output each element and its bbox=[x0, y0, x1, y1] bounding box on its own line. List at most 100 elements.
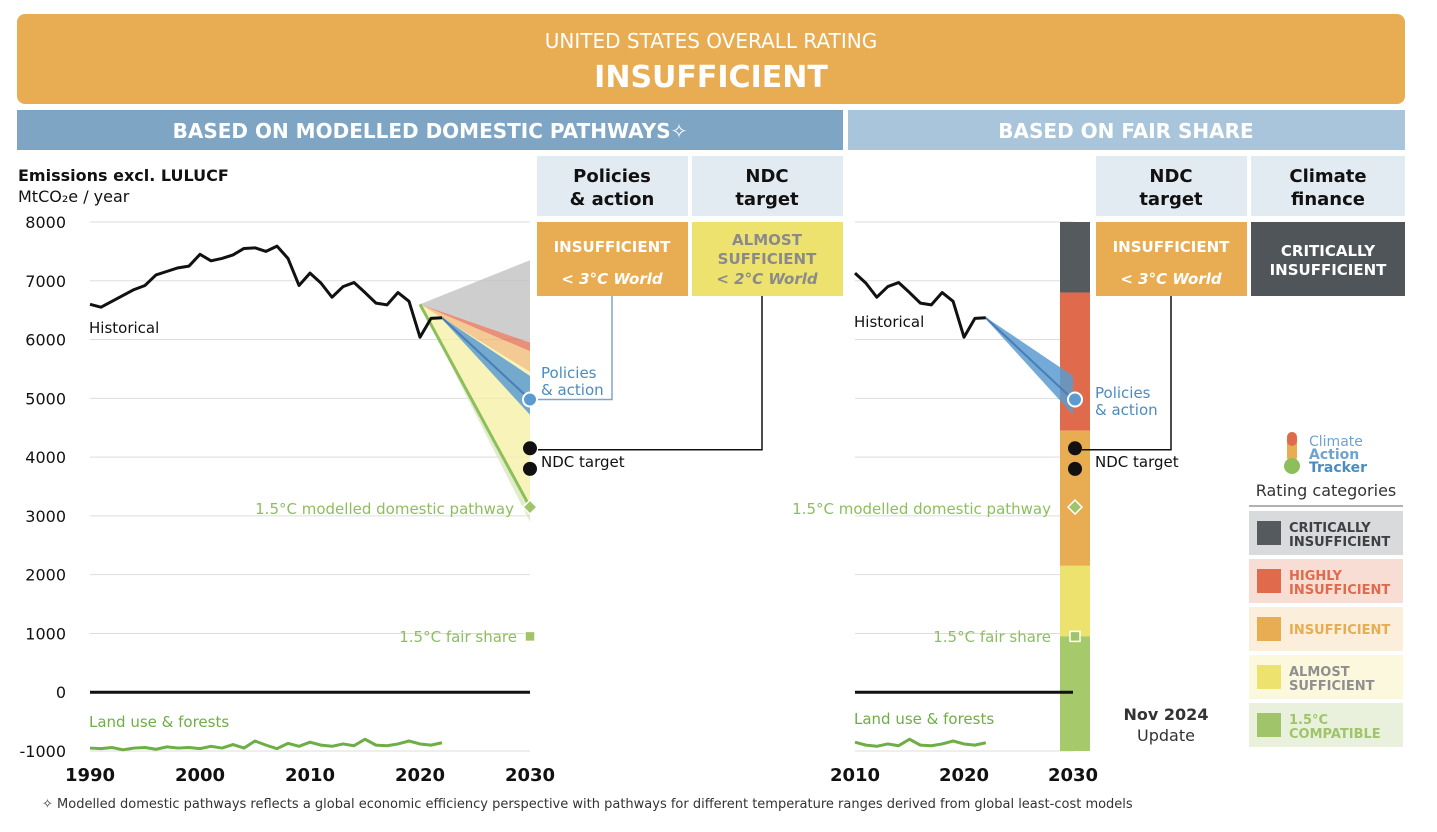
policies-marker-right bbox=[1067, 391, 1083, 408]
section-right-title: BASED ON FAIR SHARE bbox=[998, 119, 1253, 143]
ndc-right-rating: INSUFFICIENT bbox=[1113, 238, 1231, 256]
rating-band-left bbox=[420, 260, 530, 343]
historical-label-left: Historical bbox=[89, 319, 159, 337]
connector-ndc-left bbox=[538, 296, 763, 451]
finance-rating-box bbox=[1251, 222, 1405, 296]
header-subtitle: UNITED STATES OVERALL RATING bbox=[545, 29, 877, 53]
fair-share-segment bbox=[1060, 222, 1090, 293]
policies-header-line1: Policies bbox=[573, 166, 651, 187]
cat-logo-icon bbox=[1284, 432, 1300, 474]
policies-range-left bbox=[442, 317, 530, 415]
x-tick-label-right: 2010 bbox=[830, 765, 880, 786]
logo-text-2: Action bbox=[1309, 447, 1359, 463]
chart-unit: MtCO₂e / year bbox=[18, 187, 130, 206]
historical-line-right bbox=[853, 272, 986, 339]
y-tick-label: 2000 bbox=[25, 566, 66, 585]
policies-central-right bbox=[985, 317, 1074, 401]
x-tick-label-left: 2030 bbox=[505, 765, 555, 786]
pathway-label-right: 1.5°C modelled domestic pathway bbox=[792, 500, 1051, 518]
x-tick-label-right: 2030 bbox=[1048, 765, 1098, 786]
policies-label-left-1: Policies bbox=[541, 364, 597, 382]
x-tick-label-left: 2000 bbox=[175, 765, 225, 786]
axes-layer: 8000 7000 6000 5000 4000 3000 2000 1000 0 -1000 19… bbox=[20, 213, 1099, 786]
ndc-left-rating-box bbox=[692, 222, 843, 296]
policies-header-line2: & action bbox=[570, 189, 655, 210]
finance-rating-line2: INSUFFICIENT bbox=[1270, 261, 1388, 279]
finance-header-box bbox=[1251, 156, 1405, 216]
ndc-left-header-line1: NDC bbox=[745, 166, 788, 187]
ndc-label-left: NDC target bbox=[541, 453, 625, 471]
rating-band-left bbox=[420, 304, 530, 372]
ndc-right-header-line2: target bbox=[1139, 189, 1203, 210]
fair-share-label-right: 1.5°C fair share bbox=[933, 628, 1051, 646]
y-tick-label: 1000 bbox=[25, 624, 66, 643]
ndc-right-header-box bbox=[1096, 156, 1247, 216]
fair-share-label-left: 1.5°C fair share bbox=[399, 628, 517, 646]
policies-rating: INSUFFICIENT bbox=[554, 238, 672, 256]
ndc-label-right: NDC target bbox=[1095, 453, 1179, 471]
fair-share-segment bbox=[1060, 565, 1090, 637]
x-tick-label-left: 2020 bbox=[395, 765, 445, 786]
rating-band-left bbox=[420, 304, 530, 522]
connector-layer bbox=[538, 296, 1172, 451]
section-left-bar bbox=[17, 110, 843, 150]
update-label: Update bbox=[1137, 726, 1195, 745]
y-tick-label: 5000 bbox=[25, 389, 66, 408]
fair-share-segment bbox=[1060, 292, 1090, 431]
pathway-label-left: 1.5°C modelled domestic pathway bbox=[255, 500, 514, 518]
y-tick-label: 0 bbox=[56, 683, 66, 702]
logo-text-1: Climate bbox=[1309, 434, 1363, 450]
chart-title: Emissions excl. LULUCF bbox=[18, 166, 229, 185]
land-use-line-right bbox=[854, 737, 987, 748]
policies-label-left-2: & action bbox=[541, 381, 604, 399]
header-title: INSUFFICIENT bbox=[594, 60, 828, 95]
y-tick-label: 8000 bbox=[25, 213, 66, 232]
finance-rating-line1: CRITICALLY bbox=[1281, 242, 1376, 260]
policies-header-box bbox=[537, 156, 688, 216]
historical-line-left bbox=[89, 244, 443, 339]
policies-marker-left bbox=[522, 391, 538, 408]
connector-ndc-right bbox=[1082, 296, 1172, 451]
ndc-marker-left bbox=[523, 461, 537, 476]
historical-label-right: Historical bbox=[854, 313, 924, 331]
ndc-left-header-line2: target bbox=[735, 189, 799, 210]
section-left-title: BASED ON MODELLED DOMESTIC PATHWAYS✧ bbox=[173, 119, 688, 143]
pathway-line-left bbox=[418, 303, 532, 508]
legend-item-label: 1.5°C bbox=[1289, 713, 1328, 728]
pathway-marker-left bbox=[521, 499, 539, 516]
header-banner bbox=[17, 14, 1405, 104]
legend-item-label: ALMOST bbox=[1289, 665, 1350, 680]
fair-share-marker-right bbox=[1069, 630, 1081, 643]
rating-bands-layer bbox=[418, 222, 1090, 751]
fair-share-marker-left bbox=[524, 630, 536, 643]
pathway-marker-right bbox=[1066, 499, 1084, 516]
legend-item-label: COMPATIBLE bbox=[1289, 727, 1381, 742]
ndc-marker-right bbox=[1068, 461, 1082, 476]
land-use-label-left: Land use & forests bbox=[89, 713, 229, 731]
policies-rating-world: < 3°C World bbox=[561, 270, 663, 288]
x-tick-label-left: 1990 bbox=[65, 765, 115, 786]
footnote: ✧ Modelled domestic pathways reflects a … bbox=[42, 797, 1133, 812]
ndc-left-header-box bbox=[692, 156, 843, 216]
legend-item-label: CRITICALLY bbox=[1289, 521, 1371, 536]
ndc-left-rating-line2: SUFFICIENT bbox=[718, 250, 817, 268]
legend-swatch bbox=[1257, 713, 1281, 737]
legend-item-label: SUFFICIENT bbox=[1289, 679, 1375, 694]
x-tick-label-right: 2020 bbox=[939, 765, 989, 786]
grid-layer bbox=[90, 221, 1073, 752]
ndc-left-rating-line1: ALMOST bbox=[732, 231, 803, 249]
y-tick-label: 6000 bbox=[25, 331, 66, 350]
update-date: Nov 2024 bbox=[1124, 705, 1209, 724]
legend-item-label: INSUFFICIENT bbox=[1289, 623, 1390, 638]
legend-item-label: HIGHLY bbox=[1289, 569, 1343, 584]
y-tick-label: 7000 bbox=[25, 272, 66, 291]
policies-rating-box bbox=[537, 222, 688, 296]
legend-item-label: INSUFFICIENT bbox=[1289, 535, 1390, 550]
legend-swatch bbox=[1257, 521, 1281, 545]
legend-swatch bbox=[1257, 665, 1281, 689]
policies-range-right bbox=[985, 317, 1073, 415]
y-tick-label: 3000 bbox=[25, 507, 66, 526]
finance-header-line2: finance bbox=[1291, 189, 1365, 210]
ndc-left-rating-world: < 2°C World bbox=[716, 270, 818, 288]
